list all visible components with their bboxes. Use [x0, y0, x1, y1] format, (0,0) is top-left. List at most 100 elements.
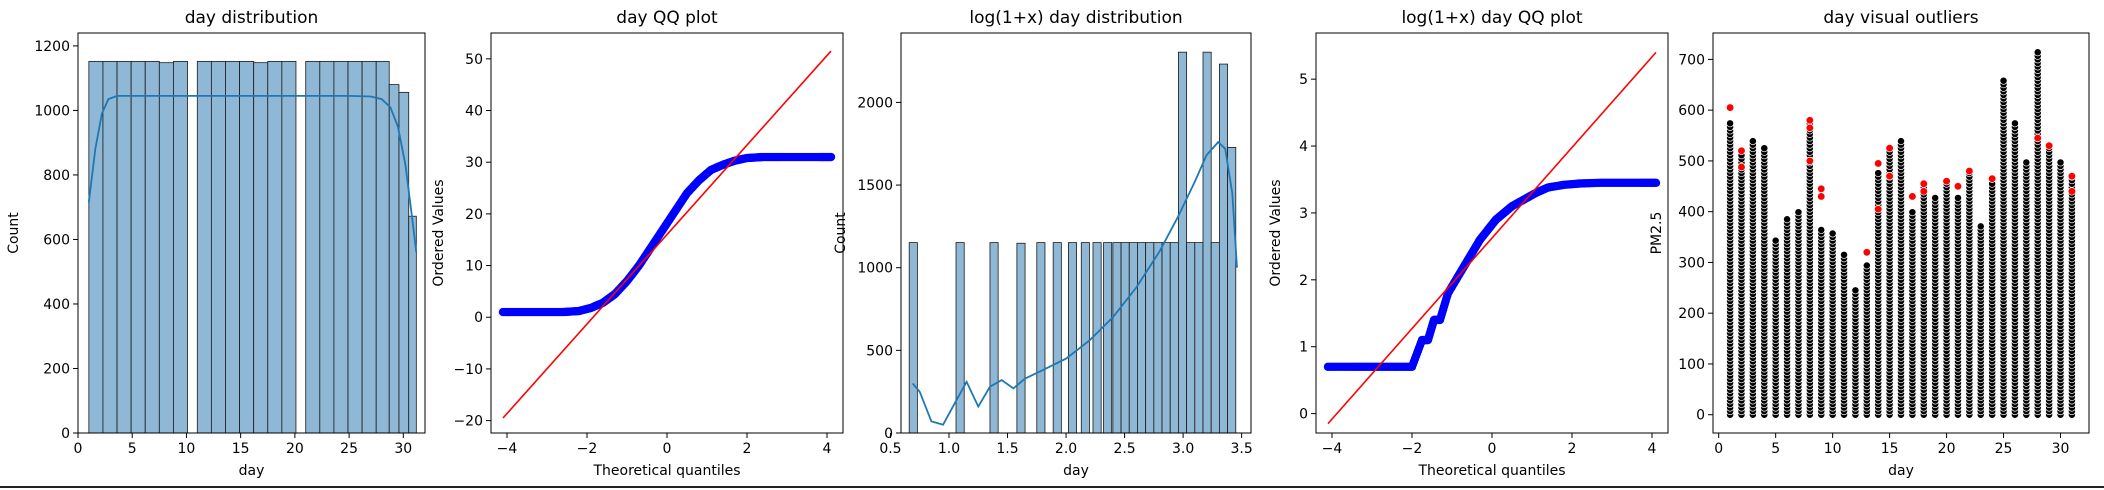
histogram-bar: [130, 60, 146, 433]
x-tick-label: 0: [74, 441, 83, 457]
x-tick-label: 2: [743, 441, 752, 457]
x-tick-label: 2: [1568, 441, 1577, 457]
chart-title: log(1+x) day distribution: [969, 8, 1182, 28]
outlier-point: [1817, 184, 1826, 193]
outlier-point: [2033, 133, 2042, 143]
data-point: [2010, 119, 2019, 128]
histogram-bar: [158, 62, 174, 433]
histogram-bar: [1178, 51, 1188, 433]
kde-line: [87, 95, 418, 253]
x-tick-label: 30: [2052, 441, 2070, 457]
data-point: [1897, 137, 1905, 146]
qq-point: [1651, 178, 1661, 188]
data-point: [2022, 158, 2031, 167]
x-tick-label: 20: [1938, 441, 1956, 457]
histogram-bar: [1161, 242, 1171, 433]
kde-line: [912, 140, 1238, 426]
outlier-point: [1919, 187, 1928, 196]
outlier-point: [2067, 187, 2077, 196]
y-axis-label: Count: [6, 212, 22, 254]
data-point: [1999, 76, 2008, 85]
data-point: [1931, 194, 1940, 202]
outlier-point: [1919, 179, 1928, 188]
histogram-bar: [173, 60, 188, 433]
axes-frame: [1712, 32, 2090, 434]
x-tick-label: 1.5: [996, 441, 1018, 457]
x-tick-label: 2.5: [1113, 441, 1135, 457]
y-axis-label: Count: [833, 212, 849, 254]
axes-frame: [1315, 32, 1669, 434]
x-tick-label: 0: [663, 441, 672, 457]
y-tick-label: 0: [474, 310, 483, 326]
histogram-bar: [375, 60, 390, 433]
y-tick-label: 0: [1299, 407, 1308, 423]
histogram-bar: [1016, 242, 1026, 433]
histogram-bar: [116, 60, 132, 433]
y-tick-label: 4: [1299, 139, 1308, 155]
outlier-point: [1874, 159, 1883, 168]
outlier-point: [1908, 192, 1917, 201]
y-tick-label: 2: [1299, 273, 1308, 289]
y-tick-label: 300: [1678, 255, 1705, 271]
histogram-bar: [347, 60, 363, 433]
plot-marks: [87, 60, 418, 433]
y-tick-label: 400: [43, 297, 70, 313]
histogram-bar: [267, 60, 283, 433]
histogram-bar: [210, 60, 226, 433]
histogram-bar: [1052, 242, 1062, 433]
y-tick-label: 1000: [857, 261, 893, 277]
data-point: [1874, 169, 1883, 178]
y-tick-label: 0: [61, 426, 70, 442]
x-tick-label: 0.5: [879, 441, 901, 457]
histogram-bar: [1202, 51, 1212, 433]
histogram-bar: [1194, 242, 1204, 433]
fit-line: [502, 50, 832, 419]
data-point: [1760, 144, 1769, 153]
outlier-point: [1805, 116, 1814, 125]
x-tick-label: 3.0: [1172, 441, 1194, 457]
y-tick-label: 1200: [34, 39, 70, 55]
y-axis-label: PM2.5: [1649, 212, 1665, 255]
chart-title: day distribution: [185, 8, 319, 28]
y-tick-label: 400: [1678, 205, 1705, 221]
x-tick-label: 15: [232, 441, 250, 457]
y-tick-label: 800: [43, 168, 70, 184]
histogram-bar: [239, 60, 255, 433]
x-tick-label: 4: [1648, 441, 1657, 457]
y-tick-label: 1500: [857, 178, 893, 194]
y-tick-label: 20: [465, 207, 483, 223]
y-tick-label: 50: [465, 52, 483, 68]
outlier-point: [1737, 162, 1746, 172]
y-tick-label: 0: [884, 426, 893, 442]
histogram-bar: [196, 60, 212, 433]
x-axis-label: day: [239, 463, 265, 479]
axes-frame: [900, 32, 1252, 434]
histogram-bar: [333, 60, 349, 433]
outlier-point: [1965, 166, 1974, 176]
x-tick-label: 4: [823, 441, 832, 457]
data-point: [1954, 194, 1962, 202]
outlier-point: [1862, 248, 1871, 257]
histogram-bar: [225, 60, 240, 433]
histogram-bar: [102, 60, 118, 433]
bottom-rule: [0, 486, 2104, 488]
x-axis-label: day: [1888, 463, 1914, 479]
data-point: [2056, 158, 2065, 167]
histogram-bar: [1120, 242, 1130, 433]
outlier-point: [1805, 156, 1814, 166]
outlier-point: [1817, 192, 1826, 201]
histogram-bar: [1137, 242, 1147, 433]
data-point: [1908, 208, 1917, 217]
y-tick-label: 2000: [857, 95, 893, 111]
data-point: [1726, 119, 1735, 128]
outlier-point: [1885, 144, 1894, 153]
y-tick-label: 700: [1678, 52, 1705, 68]
y-tick-label: 500: [1678, 154, 1705, 170]
x-tick-label: −2: [1402, 441, 1423, 457]
outlier-point: [2067, 171, 2077, 181]
panel-log-day-qq-plot: −4 −2 0 2 4 0 1 2 3 4 5 log(1+x) day QQ plot Theoret…: [1268, 8, 1669, 479]
histogram-bar: [1092, 242, 1102, 433]
histogram-bar: [361, 60, 377, 433]
